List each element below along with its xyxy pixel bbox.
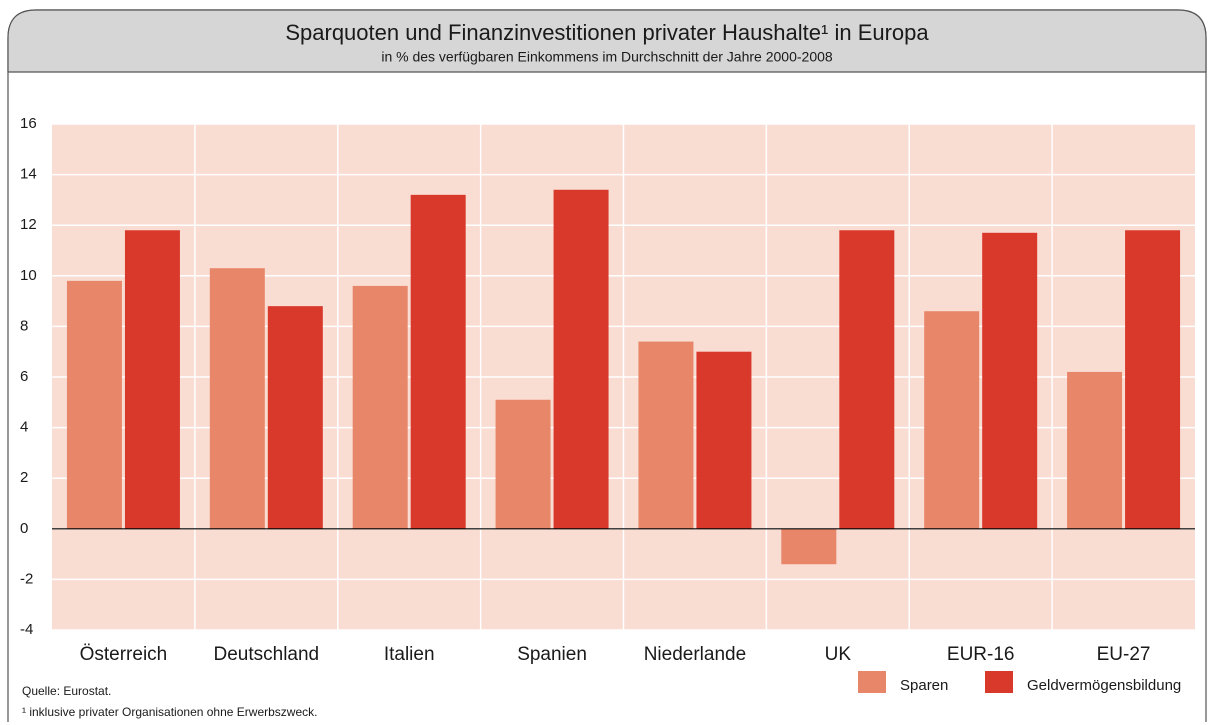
- footnote: ¹ inklusive privater Organisationen ohne…: [22, 705, 317, 719]
- x-tick-label: Österreich: [80, 644, 168, 665]
- bar: [124, 230, 180, 529]
- y-tick-label: 4: [20, 419, 28, 436]
- bar: [781, 528, 837, 565]
- y-tick-label: 6: [20, 368, 28, 385]
- bar: [924, 311, 980, 529]
- legend-swatch: [985, 671, 1013, 693]
- chart-title: Sparquoten und Finanzinvestitionen priva…: [285, 20, 929, 45]
- bar: [1067, 371, 1123, 529]
- y-tick-label: 14: [20, 166, 37, 183]
- bar: [209, 268, 265, 529]
- source: Quelle: Eurostat.: [22, 684, 111, 698]
- bar: [66, 280, 122, 529]
- bar: [352, 285, 408, 529]
- header: [7, 9, 1207, 73]
- legend-label: Geldvermögensbildung: [1027, 677, 1181, 694]
- bar: [982, 232, 1038, 529]
- x-tick-label: EU-27: [1097, 644, 1151, 665]
- bar: [553, 189, 609, 529]
- y-tick-label: 12: [20, 216, 37, 233]
- bar: [696, 351, 752, 529]
- y-tick-label: 10: [20, 267, 37, 284]
- x-tick-label: Deutschland: [214, 644, 320, 665]
- y-tick-label: 8: [20, 317, 28, 334]
- y-tick-label: 0: [20, 520, 28, 537]
- y-tick-label: 2: [20, 469, 28, 486]
- legend-swatch: [858, 671, 886, 693]
- bar: [1125, 230, 1181, 529]
- bar: [638, 341, 694, 529]
- x-tick-label: EUR-16: [947, 644, 1015, 665]
- legend-label: Sparen: [900, 677, 948, 694]
- x-tick-label: Niederlande: [644, 644, 746, 665]
- x-tick-label: Italien: [384, 644, 435, 665]
- y-tick-label: -4: [20, 621, 33, 638]
- y-tick-label: -2: [20, 570, 33, 587]
- bar: [267, 306, 323, 529]
- x-tick-label: Spanien: [517, 644, 587, 665]
- bar: [839, 230, 895, 529]
- x-tick-label: UK: [825, 644, 852, 665]
- bar: [410, 194, 466, 529]
- chart-subtitle: in % des verfügbaren Einkommens im Durch…: [381, 49, 833, 65]
- y-tick-label: 16: [20, 115, 37, 132]
- bar: [495, 399, 551, 529]
